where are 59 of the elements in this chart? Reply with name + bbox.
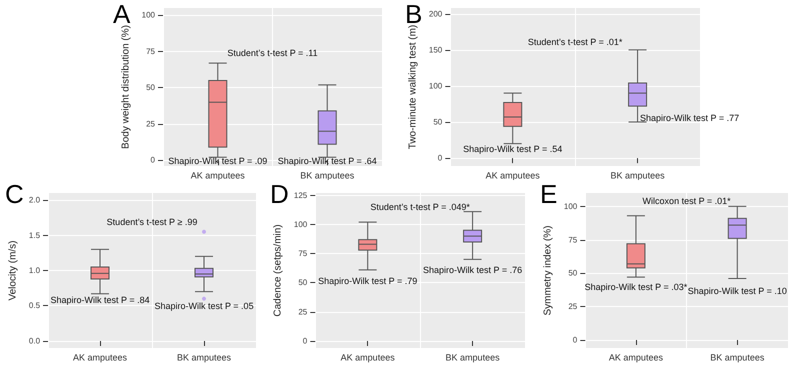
- annotation: Shapiro-Wilk test P = .05: [154, 301, 254, 311]
- x-tick-label: AK amputees: [608, 352, 664, 362]
- annotation: Student’s t-test P = .11: [227, 48, 318, 58]
- y-axis-title: Velocity (m/s): [8, 240, 18, 301]
- x-tick-label: BK amputees: [710, 352, 765, 362]
- annotation: Shapiro-Wilk test P = .64: [278, 156, 377, 166]
- y-tick-label: 25: [146, 119, 156, 128]
- y-tick-label: 50: [568, 268, 578, 278]
- y-axis-title: Body weight distribution (%): [120, 25, 132, 149]
- annotation: Shapiro-Wilk test P = .54: [463, 144, 562, 154]
- x-tick-label: AK amputees: [486, 170, 540, 180]
- y-tick-label: 25: [298, 307, 308, 316]
- annotation: Shapiro-Wilk test P = .77: [640, 113, 740, 123]
- y-tick-label: 25: [568, 302, 578, 312]
- annotation: Shapiro-Wilk test P = .79: [318, 276, 418, 286]
- y-tick-label: 100: [428, 81, 443, 90]
- annotation: Wilcoxon test P = .01*: [642, 196, 732, 206]
- y-tick-label: 125: [294, 190, 308, 200]
- y-tick-label: 0.0: [28, 336, 41, 346]
- annotation: Shapiro-Wilk test P = .84: [50, 295, 150, 305]
- y-tick-label: 75: [146, 46, 156, 56]
- y-tick-label: 2.0: [28, 196, 41, 205]
- x-tick-label: BK amputees: [610, 170, 666, 180]
- x-tick-label: BK amputees: [176, 352, 232, 362]
- annotation: Student’s t-test P = .01*: [528, 37, 623, 47]
- y-tick-label: 100: [294, 220, 308, 229]
- y-tick-label: 50: [146, 83, 156, 92]
- y-tick-label: 1.5: [28, 230, 41, 240]
- y-tick-label: 1.0: [28, 266, 41, 275]
- annotation: Shapiro-Wilk test P = .03*: [584, 282, 688, 292]
- y-tick-label: 0.5: [28, 301, 41, 310]
- annotation: Shapiro-Wilk test P = .76: [422, 265, 522, 275]
- x-tick-label: AK amputees: [340, 352, 396, 362]
- y-tick-label: 75: [568, 235, 578, 244]
- y-tick-label: 200: [428, 9, 443, 18]
- y-tick-label: 0: [438, 154, 443, 163]
- chart-title: E: [540, 179, 558, 209]
- y-axis-title: Two-minute walking test (m): [408, 24, 418, 150]
- annotation: Student’s t-test P ≥ .99: [106, 217, 198, 227]
- y-tick-label: 0: [150, 156, 156, 165]
- y-tick-label: 100: [142, 10, 156, 20]
- y-tick-label: 50: [298, 278, 308, 288]
- y-axis-title: Cadence (setps/min): [272, 224, 284, 317]
- y-axis-title: Symmetry index (%): [542, 225, 554, 316]
- y-tick-label: 0: [572, 335, 578, 344]
- y-tick-label: 75: [298, 249, 308, 258]
- annotation: Shapiro-Wilk test P = .10: [688, 286, 787, 296]
- annotation: Student’s t-test P = .049*: [370, 202, 470, 212]
- x-tick-label: BK amputees: [446, 352, 500, 362]
- chart-title: D: [270, 179, 289, 209]
- chart-title: C: [5, 179, 24, 209]
- y-tick-label: 0: [302, 336, 308, 346]
- y-tick-label: 50: [433, 117, 443, 126]
- y-tick-label: 100: [564, 202, 578, 211]
- x-tick-label: AK amputees: [190, 170, 246, 180]
- y-tick-label: 150: [428, 45, 443, 54]
- annotation: Shapiro-Wilk test P = .09: [168, 156, 268, 166]
- x-tick-label: AK amputees: [73, 352, 128, 362]
- x-tick-label: BK amputees: [300, 170, 355, 180]
